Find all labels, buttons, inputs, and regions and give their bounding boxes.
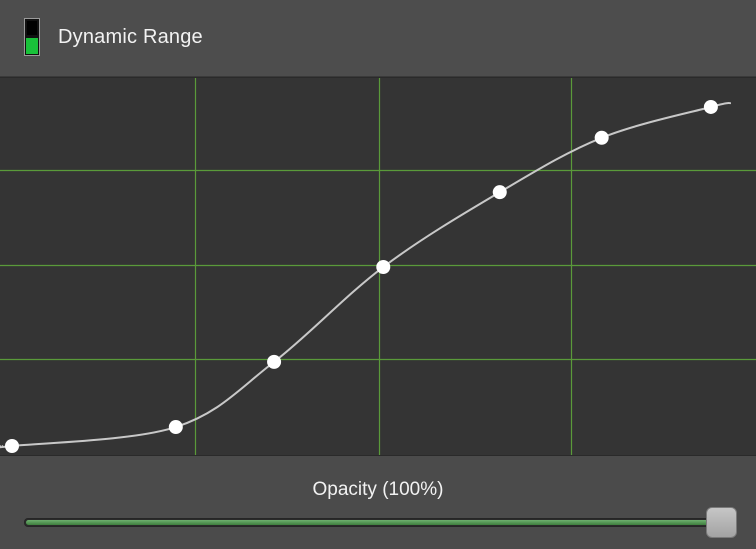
opacity-slider-thumb[interactable] <box>706 507 737 538</box>
curve-control-point[interactable] <box>376 260 391 274</box>
panel-title: Dynamic Range <box>58 26 203 48</box>
opacity-label: Opacity (100%) <box>312 479 444 500</box>
opacity-slider-fill <box>26 520 732 525</box>
curve-control-point[interactable] <box>492 185 507 200</box>
panel-header: Dynamic Range <box>0 0 756 77</box>
curve-control-point[interactable] <box>594 130 609 145</box>
curve-control-point[interactable] <box>5 439 19 453</box>
icon-green-half <box>26 38 38 54</box>
opacity-slider-track[interactable] <box>24 518 734 527</box>
dynamic-range-icon[interactable] <box>24 18 40 56</box>
curve-graph[interactable] <box>0 78 756 455</box>
tone-curve-line <box>0 101 732 449</box>
curve-control-point[interactable] <box>267 354 282 369</box>
curve-control-point[interactable] <box>703 99 718 114</box>
curve-editor[interactable] <box>0 77 756 456</box>
icon-dark-half <box>27 21 37 35</box>
curve-control-point[interactable] <box>168 420 183 435</box>
